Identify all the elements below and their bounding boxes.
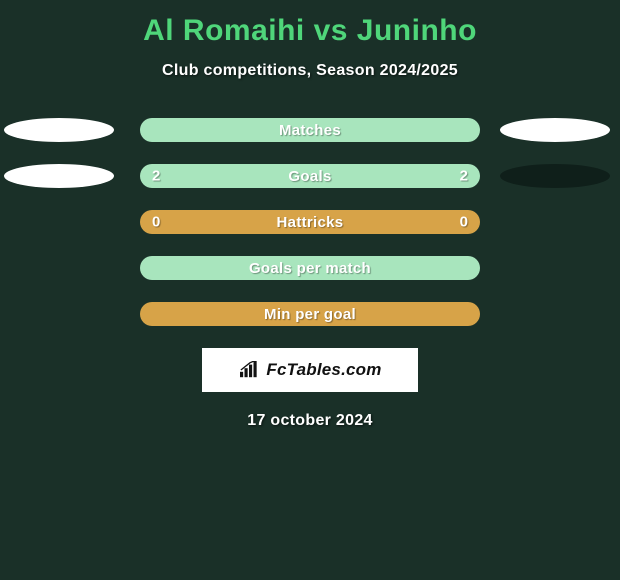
badge-text: FcTables.com [266,360,381,380]
source-badge: FcTables.com [202,348,418,392]
stat-label: Hattricks [277,214,344,231]
stat-row-goals: 2 Goals 2 [0,164,620,188]
stat-bar: Goals per match [140,256,480,280]
comparison-card: Al Romaihi vs Juninho Club competitions,… [0,0,620,430]
right-value: 0 [460,214,468,231]
stat-bar: Matches [140,118,480,142]
stat-label: Min per goal [264,306,356,323]
left-value: 2 [152,168,160,185]
stat-row-matches: Matches [0,118,620,142]
stat-bar: 2 Goals 2 [140,164,480,188]
left-ellipse [4,118,114,142]
left-ellipse [4,164,114,188]
stat-bar: Min per goal [140,302,480,326]
page-title: Al Romaihi vs Juninho [143,14,477,48]
stat-label: Goals [288,168,331,185]
left-value: 0 [152,214,160,231]
right-value: 2 [460,168,468,185]
stat-row-hattricks: 0 Hattricks 0 [0,210,620,234]
stat-label: Matches [279,122,341,139]
bar-chart-icon [238,361,260,379]
date-label: 17 october 2024 [247,412,372,430]
subtitle: Club competitions, Season 2024/2025 [162,62,458,80]
stats-rows: Matches 2 Goals 2 0 Hattricks 0 Goals pe… [0,118,620,326]
stat-bar: 0 Hattricks 0 [140,210,480,234]
stat-label: Goals per match [249,260,371,277]
stat-row-gpm: Goals per match [0,256,620,280]
right-ellipse [500,118,610,142]
right-ellipse [500,164,610,188]
stat-row-mpg: Min per goal [0,302,620,326]
